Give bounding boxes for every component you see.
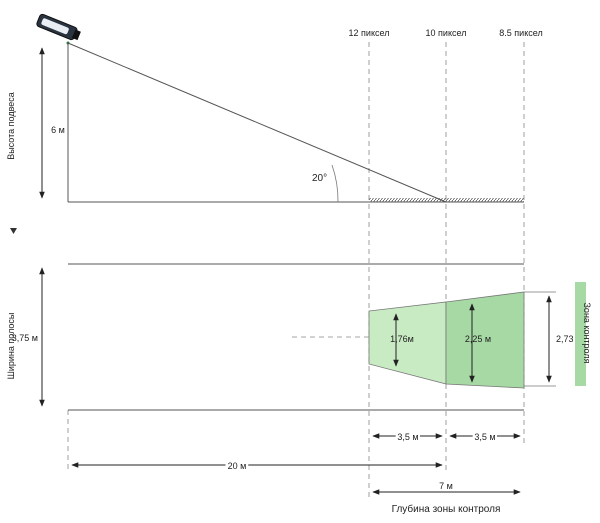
control-zone-far: [445, 291, 525, 389]
zone-label-box: [575, 282, 586, 386]
total-depth-label: 7 м: [439, 481, 453, 491]
segment-1-label: 3,5 м: [397, 432, 418, 442]
pixel-label-10: 10 пиксел: [426, 28, 467, 38]
depth-caption: Глубина зоны контроля: [392, 503, 501, 515]
angle-label: 20°: [312, 173, 327, 184]
lane-width-value: 3,75 м: [12, 333, 38, 343]
zone-label: Зона контроля: [582, 303, 592, 364]
zone-width-1: 1,76м: [390, 334, 414, 344]
zone-width-3: 2,73 м: [556, 334, 582, 344]
height-value: 6 м: [51, 125, 65, 135]
distance-label: 20 м: [228, 461, 247, 471]
height-axis-label: Высота подвеса: [6, 92, 16, 160]
pixel-label-12: 12 пиксел: [349, 28, 390, 38]
view-ray: [67, 42, 447, 203]
zone-width-2: 2,25 м: [465, 334, 491, 344]
view-arrow-icon: [10, 228, 17, 234]
road-hatch: [369, 198, 524, 202]
pixel-label-8-5: 8.5 пиксел: [499, 28, 542, 38]
segment-2-label: 3,5 м: [474, 432, 495, 442]
lane-width-axis-label: Ширина полосы: [6, 313, 16, 380]
camera-icon: [36, 13, 81, 41]
angle-arc: [331, 164, 339, 203]
